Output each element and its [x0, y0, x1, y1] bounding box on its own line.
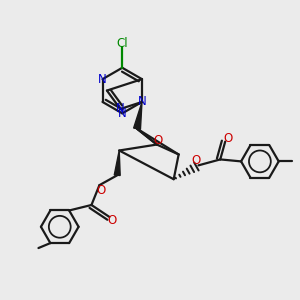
Text: Cl: Cl	[116, 37, 128, 50]
Text: O: O	[224, 132, 233, 145]
Text: N: N	[118, 107, 127, 120]
Text: N: N	[138, 95, 146, 108]
Text: O: O	[97, 184, 106, 196]
Text: O: O	[192, 154, 201, 167]
Polygon shape	[114, 151, 120, 175]
Text: O: O	[153, 134, 163, 147]
Text: O: O	[108, 214, 117, 227]
Polygon shape	[134, 102, 142, 129]
Text: N: N	[116, 103, 125, 116]
Text: N: N	[98, 73, 107, 86]
